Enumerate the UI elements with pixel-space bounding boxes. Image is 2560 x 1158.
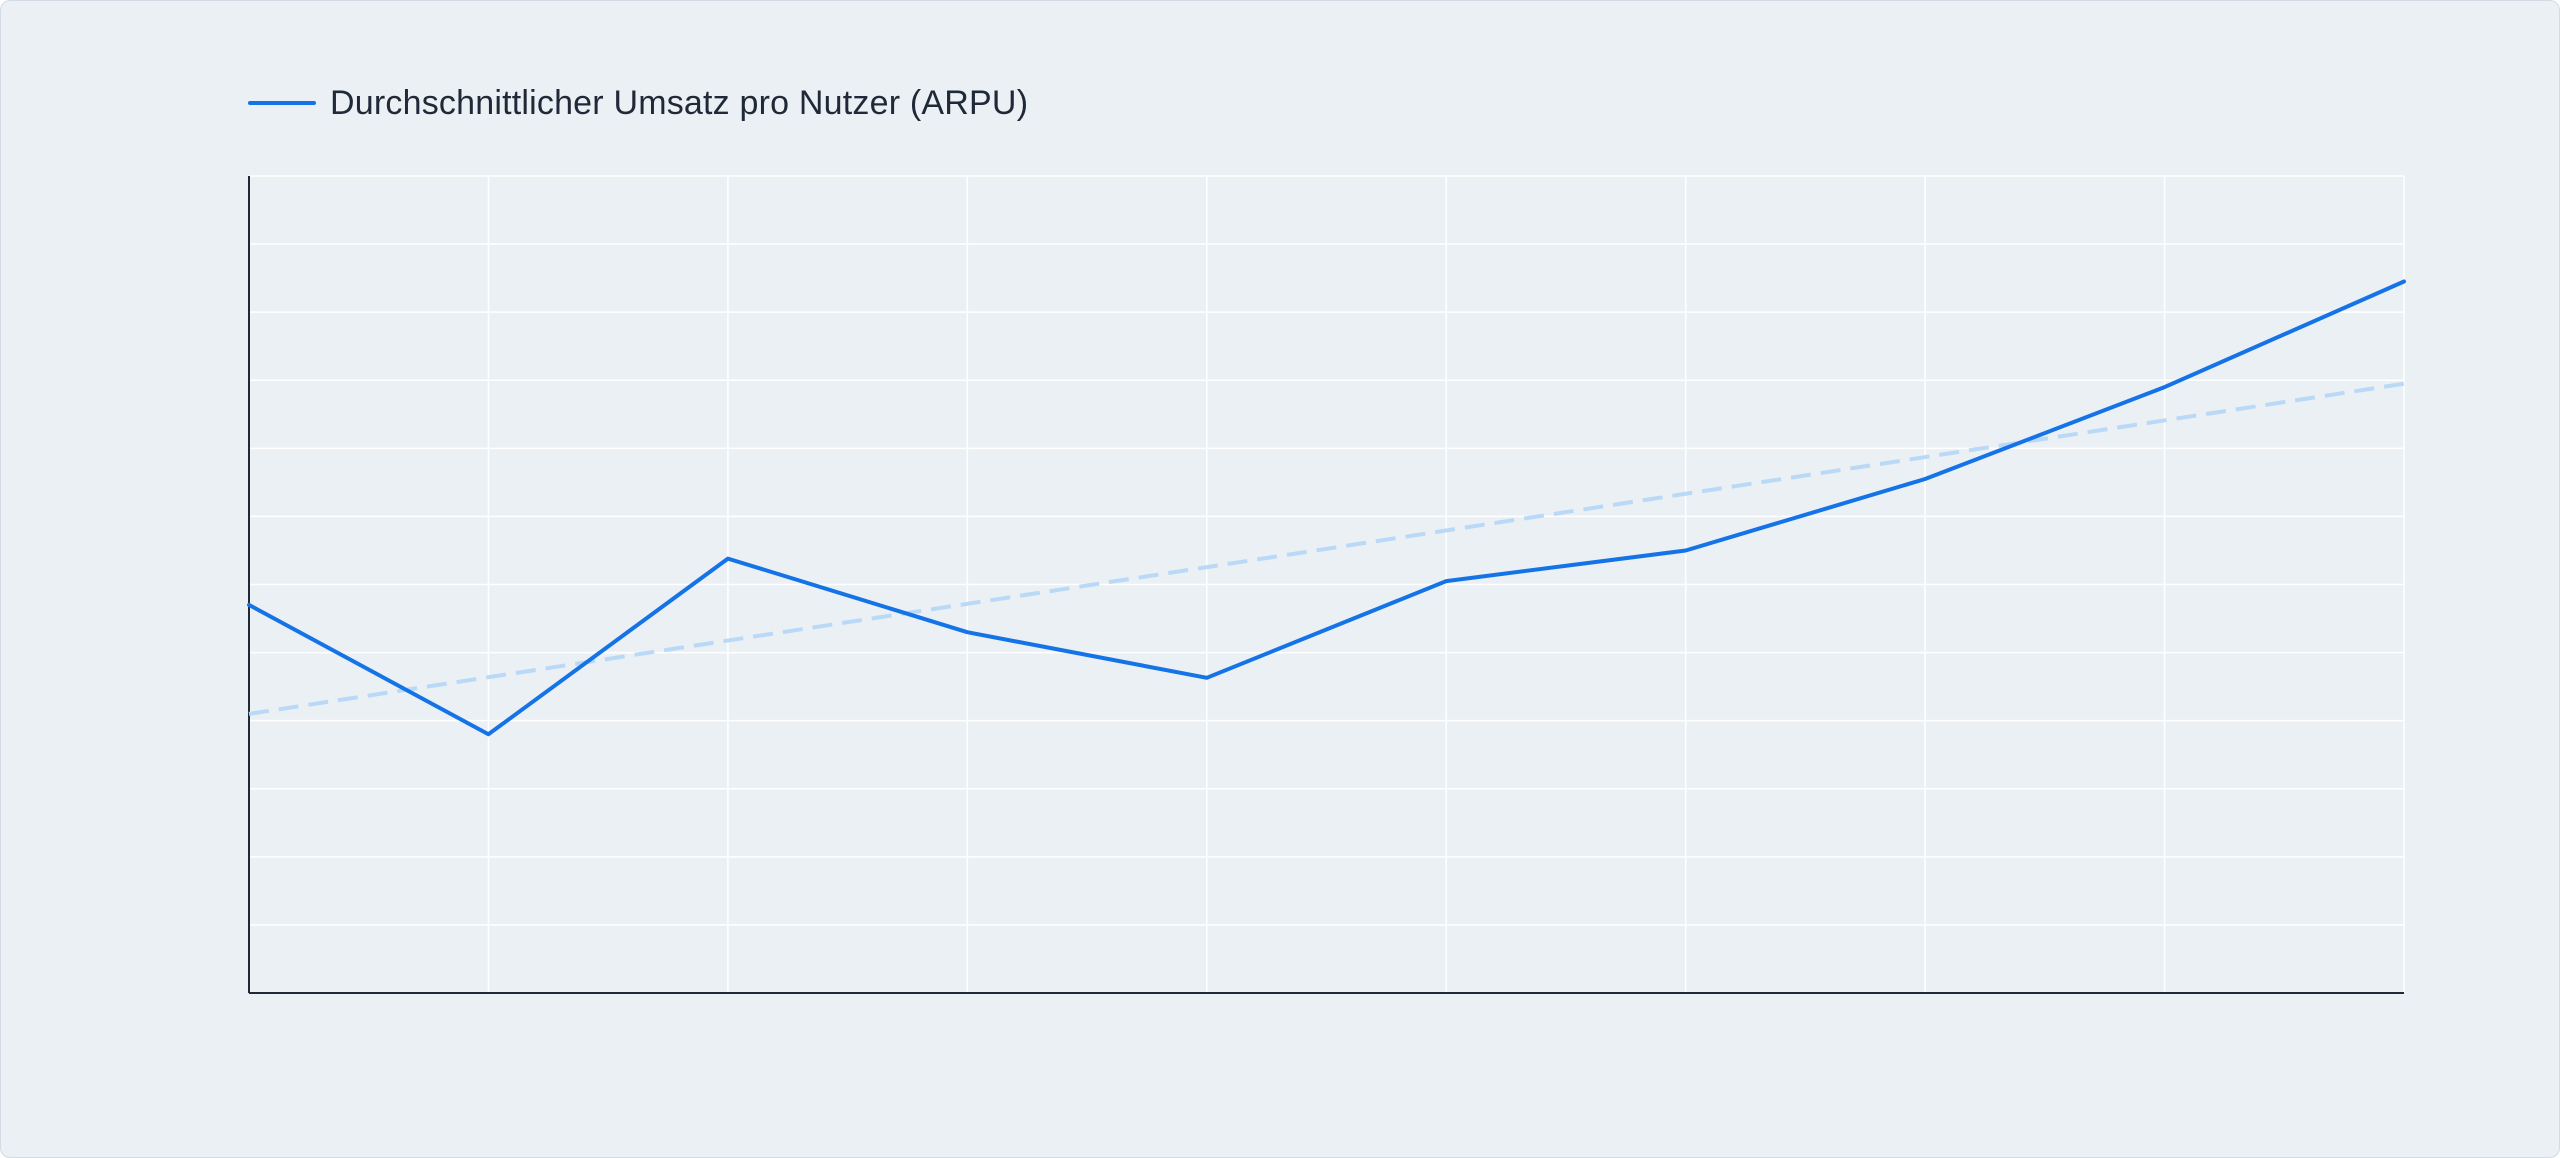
legend-swatch [248, 101, 316, 105]
arpu-series-line [247, 279, 2406, 737]
trend-line [248, 381, 2405, 716]
chart-legend: Durchschnittlicher Umsatz pro Nutzer (AR… [248, 79, 1028, 127]
axes [248, 176, 2404, 994]
series-lines [247, 279, 2406, 737]
legend-label: Durchschnittlicher Umsatz pro Nutzer (AR… [330, 83, 1029, 122]
grid-lines [249, 175, 2405, 993]
